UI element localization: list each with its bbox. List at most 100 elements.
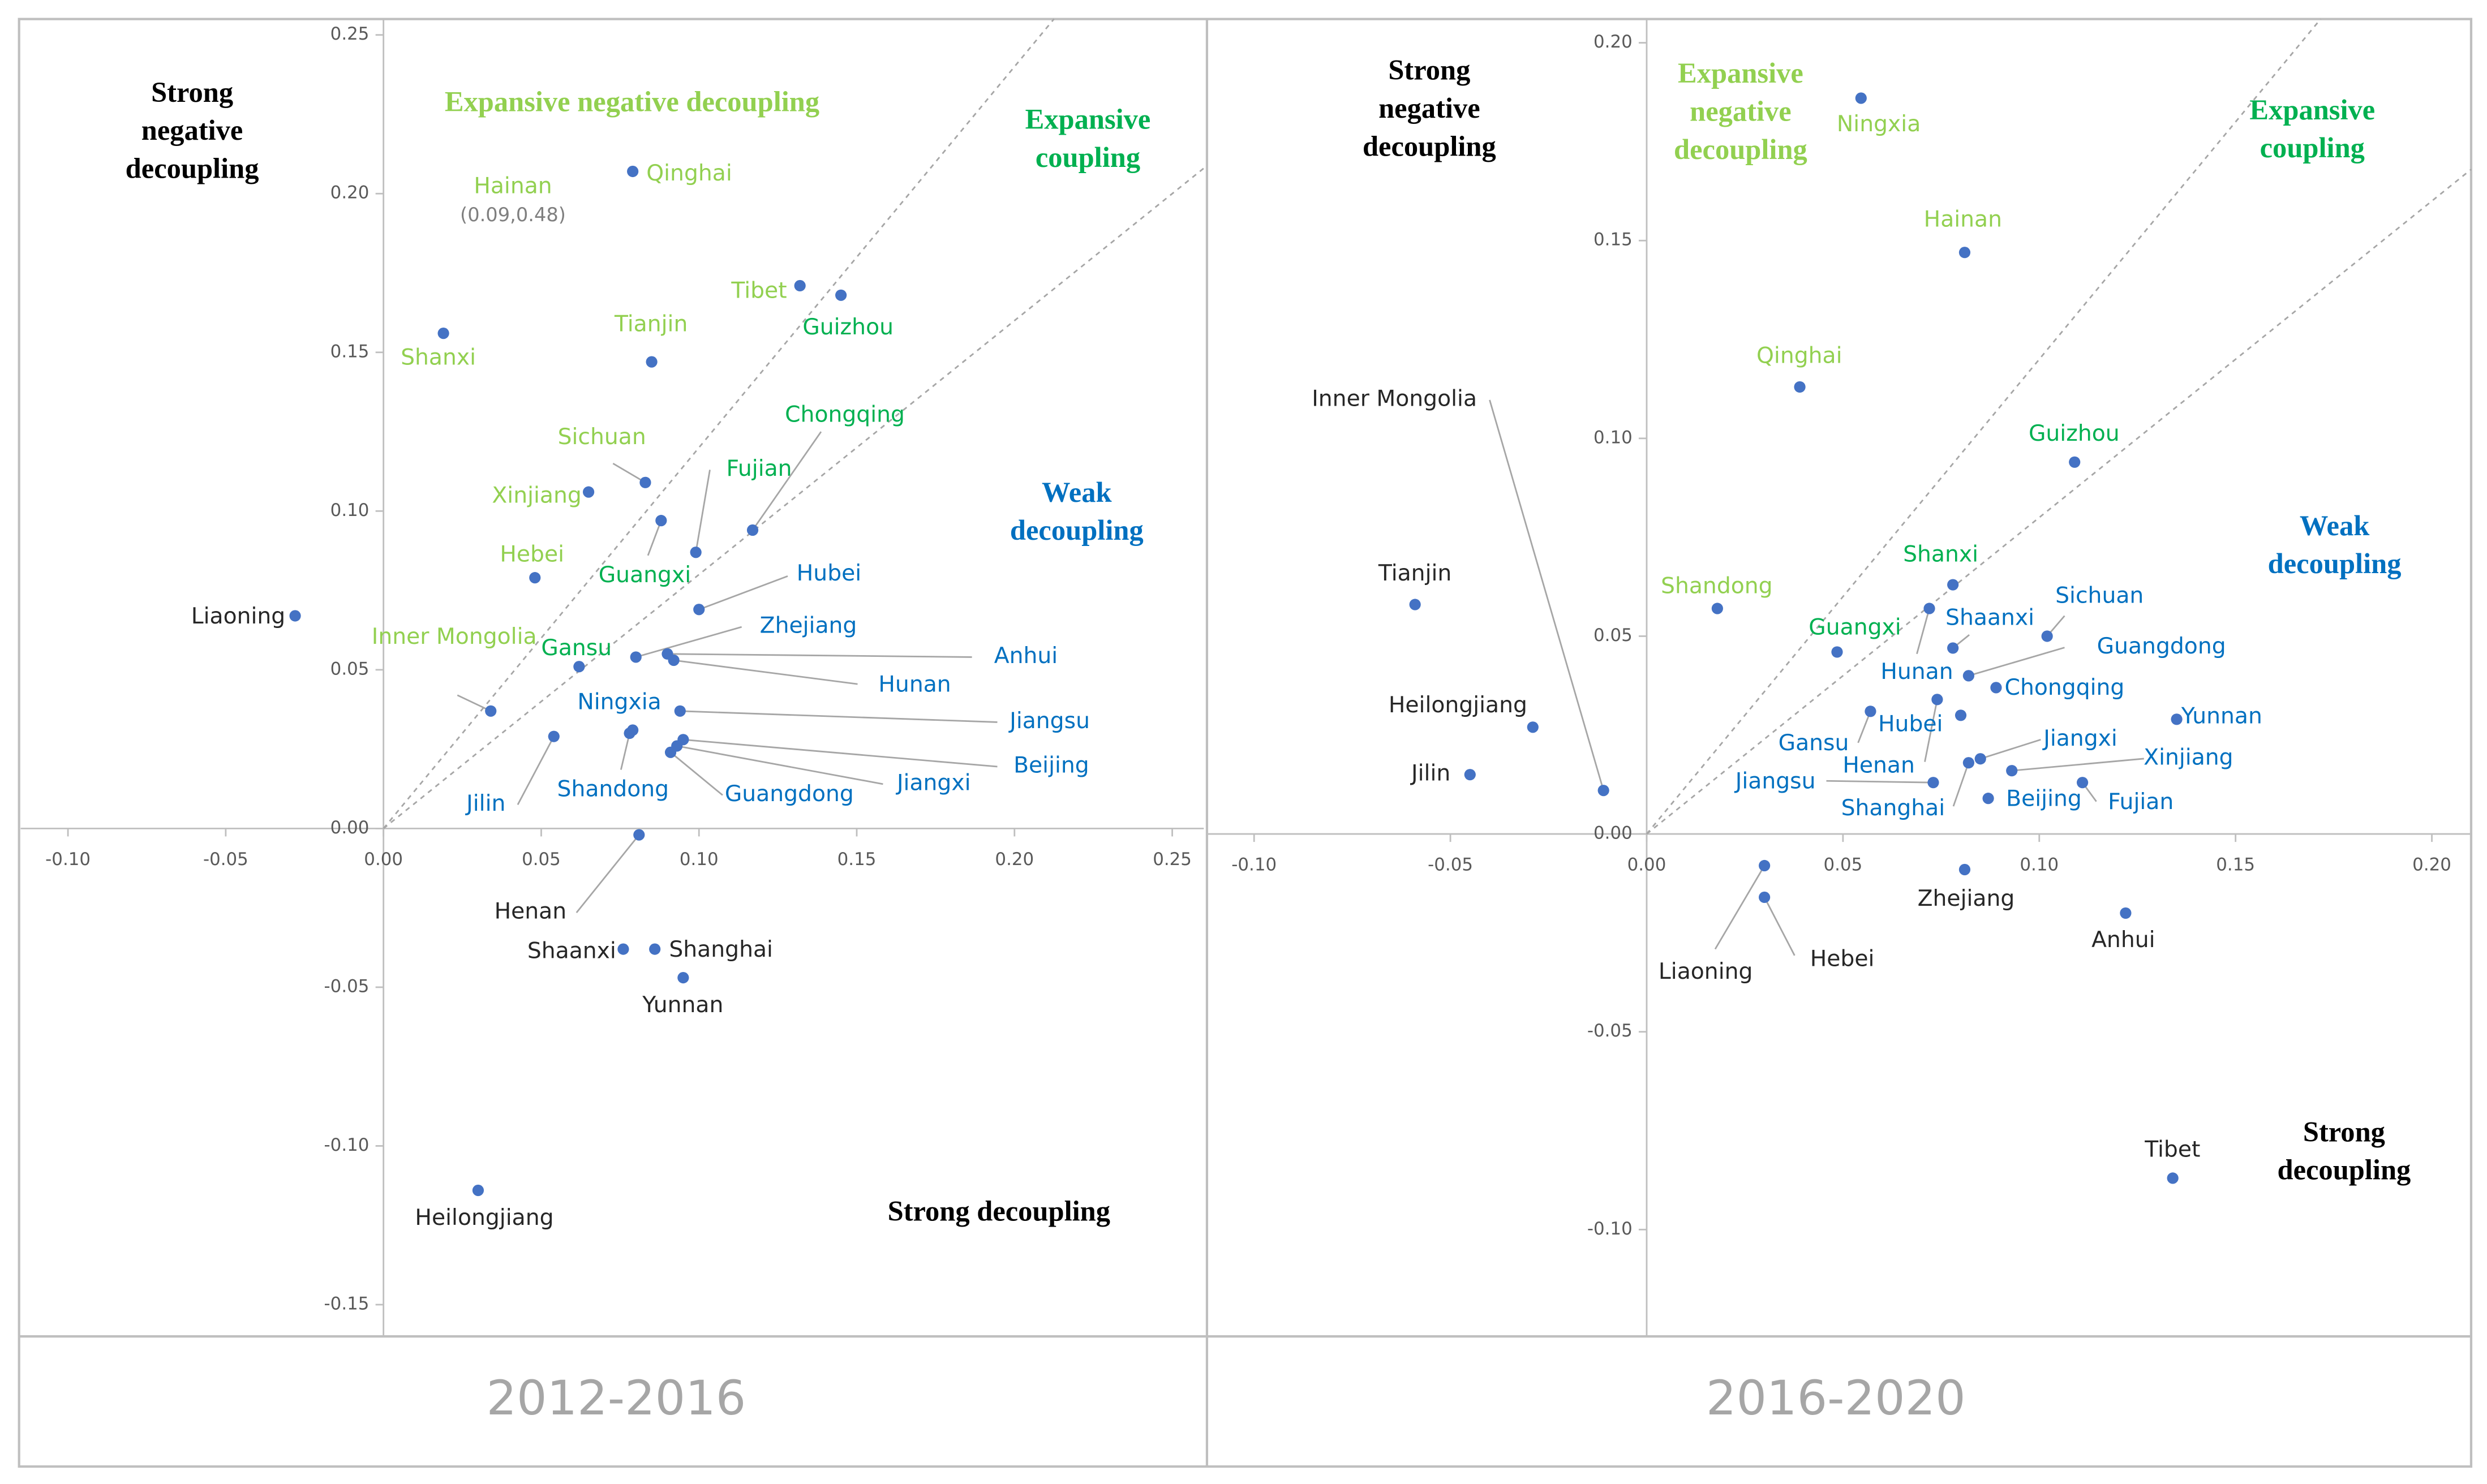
point xyxy=(1464,769,1476,781)
point-label: Guangdong xyxy=(725,781,854,807)
leader-line xyxy=(1826,780,1934,784)
leader-line xyxy=(635,626,742,658)
leader-line xyxy=(575,834,640,913)
region-label: Strong xyxy=(2303,1116,2385,1147)
x-tick-label: 0.00 xyxy=(1627,855,1666,875)
leader-line xyxy=(517,736,555,805)
point xyxy=(668,654,680,666)
point-label: Tibet xyxy=(2144,1137,2200,1162)
region-label: decoupling xyxy=(2278,1154,2411,1186)
point xyxy=(1974,753,1986,765)
region-label: decoupling xyxy=(1010,514,1144,546)
y-tick-label: 0.25 xyxy=(330,24,370,44)
region-label: Expansive xyxy=(1678,57,1803,89)
point-label: Hainan xyxy=(1924,207,2002,232)
point-label: Zhejiang xyxy=(760,613,857,639)
region-label: coupling xyxy=(2260,132,2365,164)
y-tick-label: 0.05 xyxy=(1593,625,1633,646)
x-tick-label: 0.20 xyxy=(2412,855,2451,875)
point-label: Inner Mongolia xyxy=(372,624,537,649)
y-tick-label: 0.10 xyxy=(1593,427,1633,448)
point-label: Hubei xyxy=(1878,712,1943,737)
point-label: Hunan xyxy=(1880,659,1953,685)
leader-line xyxy=(751,431,822,531)
point-label: Shandong xyxy=(557,777,669,802)
point xyxy=(1958,863,1971,876)
panel-title: 2016-2020 xyxy=(1706,1370,1966,1426)
point xyxy=(2167,1172,2179,1184)
point-label: Jilin xyxy=(465,791,505,816)
point-label: Anhui xyxy=(994,643,1058,669)
point xyxy=(693,604,705,616)
x-tick-label: -0.05 xyxy=(1428,855,1473,875)
leader-line xyxy=(1714,865,1766,950)
point xyxy=(2171,713,2183,725)
point xyxy=(1759,891,1771,904)
point-label: Heilongjiang xyxy=(1389,692,1527,718)
point-label: Guizhou xyxy=(2029,421,2120,446)
point-label: Yunnan xyxy=(2181,704,2262,729)
region-label: Strong xyxy=(151,76,233,108)
point-label: Guizhou xyxy=(802,315,894,340)
point-label: Guangxi xyxy=(1809,614,1901,640)
point xyxy=(664,746,677,758)
region-label: decoupling xyxy=(1363,130,1496,162)
y-tick-label: 0.10 xyxy=(330,500,370,521)
leader-line xyxy=(1489,399,1605,791)
y-tick-label: 0.05 xyxy=(330,659,370,679)
point-label: Xinjiang xyxy=(492,483,581,509)
point-label: Qinghai xyxy=(646,161,732,186)
point xyxy=(1831,646,1843,658)
point xyxy=(1958,247,1971,259)
point xyxy=(1923,603,1935,614)
point xyxy=(2120,907,2132,919)
point-label: Gansu xyxy=(1779,730,1849,756)
point-label: Tianjin xyxy=(1378,561,1451,586)
point xyxy=(646,356,658,368)
region-label: negative xyxy=(1378,92,1480,124)
region-label: decoupling xyxy=(1674,134,1807,165)
point-label: Liaoning xyxy=(1659,959,1753,984)
leader-line xyxy=(676,745,883,785)
leader-line xyxy=(1924,699,1938,762)
x-tick-label: 0.10 xyxy=(680,849,719,870)
point xyxy=(573,661,585,673)
region-label: Expansive xyxy=(1025,104,1151,135)
point xyxy=(1855,92,1867,104)
region-label: Weak xyxy=(2300,510,2370,541)
point-label: Hubei xyxy=(797,561,861,586)
point-label: Hainan xyxy=(474,174,552,199)
leader-line xyxy=(647,520,662,556)
point-label: Shanghai xyxy=(669,937,773,962)
point-label: Henan xyxy=(1842,752,1915,778)
region-label: coupling xyxy=(1036,141,1140,173)
point xyxy=(1927,777,1939,789)
point xyxy=(835,289,847,301)
leader-line xyxy=(683,738,998,768)
point-label: Guangdong xyxy=(2097,634,2226,659)
point xyxy=(1794,381,1806,393)
point xyxy=(794,279,806,292)
frame xyxy=(18,18,2473,1468)
point xyxy=(1955,709,1967,721)
point-label: Shanghai xyxy=(1841,795,1945,821)
leader-line xyxy=(612,462,646,484)
point-label: Jiangsu xyxy=(1734,769,1816,794)
point-label: Hunan xyxy=(878,672,951,697)
point-label: Ningxia xyxy=(577,689,661,715)
point-label: Guangxi xyxy=(599,562,691,588)
point xyxy=(1982,793,1994,805)
region-label: Expansive xyxy=(2249,94,2375,126)
point-label: Gansu xyxy=(541,635,612,661)
point xyxy=(617,943,629,955)
point xyxy=(2041,630,2053,642)
x-tick-label: 0.05 xyxy=(522,849,561,870)
leader-line xyxy=(680,710,998,723)
x-tick-label: 0.05 xyxy=(1824,855,1863,875)
point xyxy=(472,1184,484,1197)
point xyxy=(289,610,301,622)
point xyxy=(677,971,689,984)
point xyxy=(639,476,651,488)
point-label: Xinjiang xyxy=(2144,745,2233,770)
point xyxy=(1711,603,1723,614)
